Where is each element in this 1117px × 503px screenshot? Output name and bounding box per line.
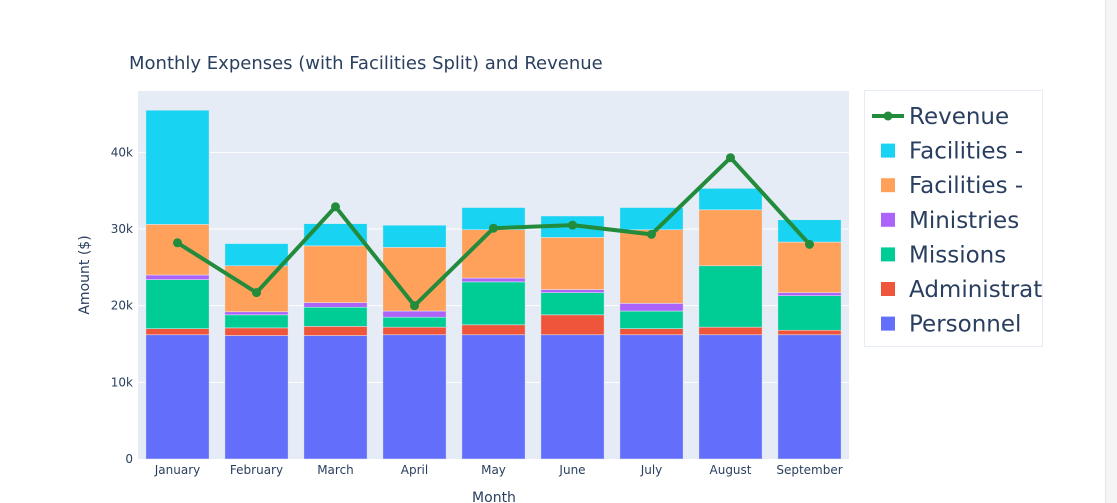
bar-segment [540, 334, 605, 460]
bar-segment [540, 292, 605, 316]
revenue-point [252, 288, 261, 298]
bar-segment [619, 229, 684, 304]
bar-segment [145, 279, 210, 329]
revenue-point [647, 229, 656, 239]
bar-segment [224, 327, 289, 336]
x-tick-label: April [401, 463, 428, 477]
bar-segment [619, 328, 684, 336]
legend-label: Ministries [909, 208, 1019, 234]
bar-segment [224, 335, 289, 460]
bar-segment [303, 245, 368, 303]
legend-swatch [881, 143, 895, 158]
bar-segment [777, 241, 842, 293]
bar-segment [303, 306, 368, 327]
bar-segment [461, 281, 526, 326]
revenue-point [331, 202, 340, 212]
bar-segment [619, 310, 684, 329]
bar-segment [461, 324, 526, 336]
x-tick-label: January [154, 463, 201, 477]
legend-swatch [881, 212, 895, 227]
bar-segment [145, 224, 210, 276]
revenue-point [489, 223, 498, 233]
bar-segment [382, 334, 447, 460]
revenue-point [805, 239, 814, 249]
legend-items: Revenue Facilities - Facilities - Ministrie… [872, 104, 1042, 338]
y-tick-label: 30k [111, 222, 133, 236]
x-axis-title: Month [472, 490, 516, 503]
bar-segment [224, 243, 289, 267]
bar-segment [224, 311, 289, 316]
axes: 0 10k 20k 30k 40k January February March April Ma… [111, 145, 843, 477]
bar-segment [303, 335, 368, 460]
bar-segment [777, 292, 842, 296]
chart-title: Monthly Expenses (with Facilities Split)… [129, 53, 603, 74]
legend: Revenue Facilities - Facilities - Ministrie… [864, 90, 1043, 347]
bar-segment [619, 334, 684, 460]
bar-segment [698, 265, 763, 328]
legend-label: Missions [909, 242, 1006, 268]
bar-segment [461, 229, 526, 279]
bar-segment [224, 314, 289, 329]
legend-swatch [881, 282, 895, 296]
bar-segment [777, 219, 842, 243]
revenue-point [410, 301, 419, 311]
bar-segment [698, 334, 763, 460]
legend-label: Facilities - [909, 173, 1023, 199]
bar-stacks [145, 109, 842, 460]
bar-segment [382, 326, 447, 336]
legend-label: Facilities - [909, 139, 1023, 165]
bar-segment [777, 295, 842, 331]
revenue-point [726, 153, 735, 163]
legend-swatch [881, 316, 895, 331]
bar-segment [698, 326, 763, 336]
bar-segment [777, 334, 842, 460]
x-tick-label: June [558, 463, 585, 477]
bar-segment [145, 274, 210, 280]
bar-segment [382, 310, 447, 318]
bar-segment [461, 277, 526, 283]
legend-label: Administrat [909, 277, 1042, 303]
revenue-point [173, 238, 182, 248]
scrollbar[interactable] [1105, 0, 1117, 503]
bar-segment [145, 328, 210, 336]
x-tick-label: February [230, 463, 283, 477]
bar-segment [145, 109, 210, 225]
bar-segment [619, 303, 684, 312]
y-axis-title: Amount ($) [77, 235, 93, 314]
bar-segment [382, 224, 447, 248]
x-tick-label: March [317, 463, 354, 477]
x-tick-label: May [481, 463, 506, 477]
legend-swatch [881, 247, 895, 262]
bar-segment [303, 302, 368, 308]
y-tick-label: 10k [111, 375, 133, 389]
bar-segment [777, 329, 842, 336]
bar-segment [540, 289, 605, 293]
x-tick-label: September [776, 463, 842, 477]
y-tick-label: 40k [111, 145, 133, 159]
legend-swatch-marker [883, 111, 893, 121]
bar-segment [540, 237, 605, 290]
x-tick-label: August [710, 463, 752, 477]
legend-label: Revenue [909, 104, 1009, 130]
bar-segment [303, 326, 368, 336]
y-tick-label: 0 [125, 452, 133, 466]
legend-label: Personnel [909, 312, 1021, 338]
legend-swatch [881, 178, 895, 193]
bar-segment [619, 207, 684, 231]
bar-segment [540, 314, 605, 336]
bar-segment [382, 316, 447, 328]
y-tick-label: 20k [111, 299, 133, 313]
revenue-point [568, 220, 577, 230]
revenue-line [173, 153, 814, 311]
bar-segment [145, 334, 210, 460]
x-tick-label: July [640, 463, 663, 477]
bar-segment [461, 334, 526, 460]
bar-segment [698, 188, 763, 211]
bar-segment [698, 209, 763, 267]
